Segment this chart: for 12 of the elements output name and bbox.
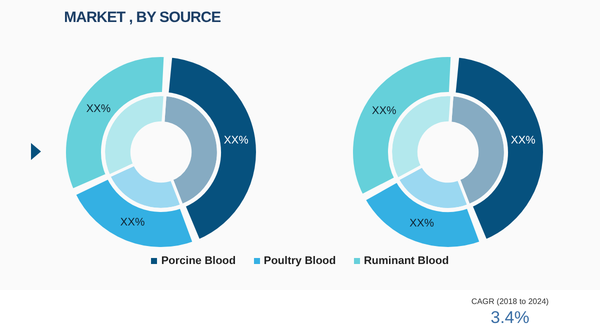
text: 3.4% [490,308,530,328]
text: CAGR (2018 to 2024) [470,297,550,306]
data-label: XX% [86,102,111,115]
chart-title: MARKET , BY SOURCE [64,9,221,26]
data-label: XX% [224,134,249,147]
legend-label: Poultry Blood [262,255,336,267]
data-label: XX% [510,134,536,147]
legend-label: Ruminant Blood [362,255,449,267]
data-label: XX% [372,104,397,117]
legend-label: Porcine Blood [160,255,236,267]
data-label: XX% [120,216,145,228]
data-label: XX% [410,217,434,230]
